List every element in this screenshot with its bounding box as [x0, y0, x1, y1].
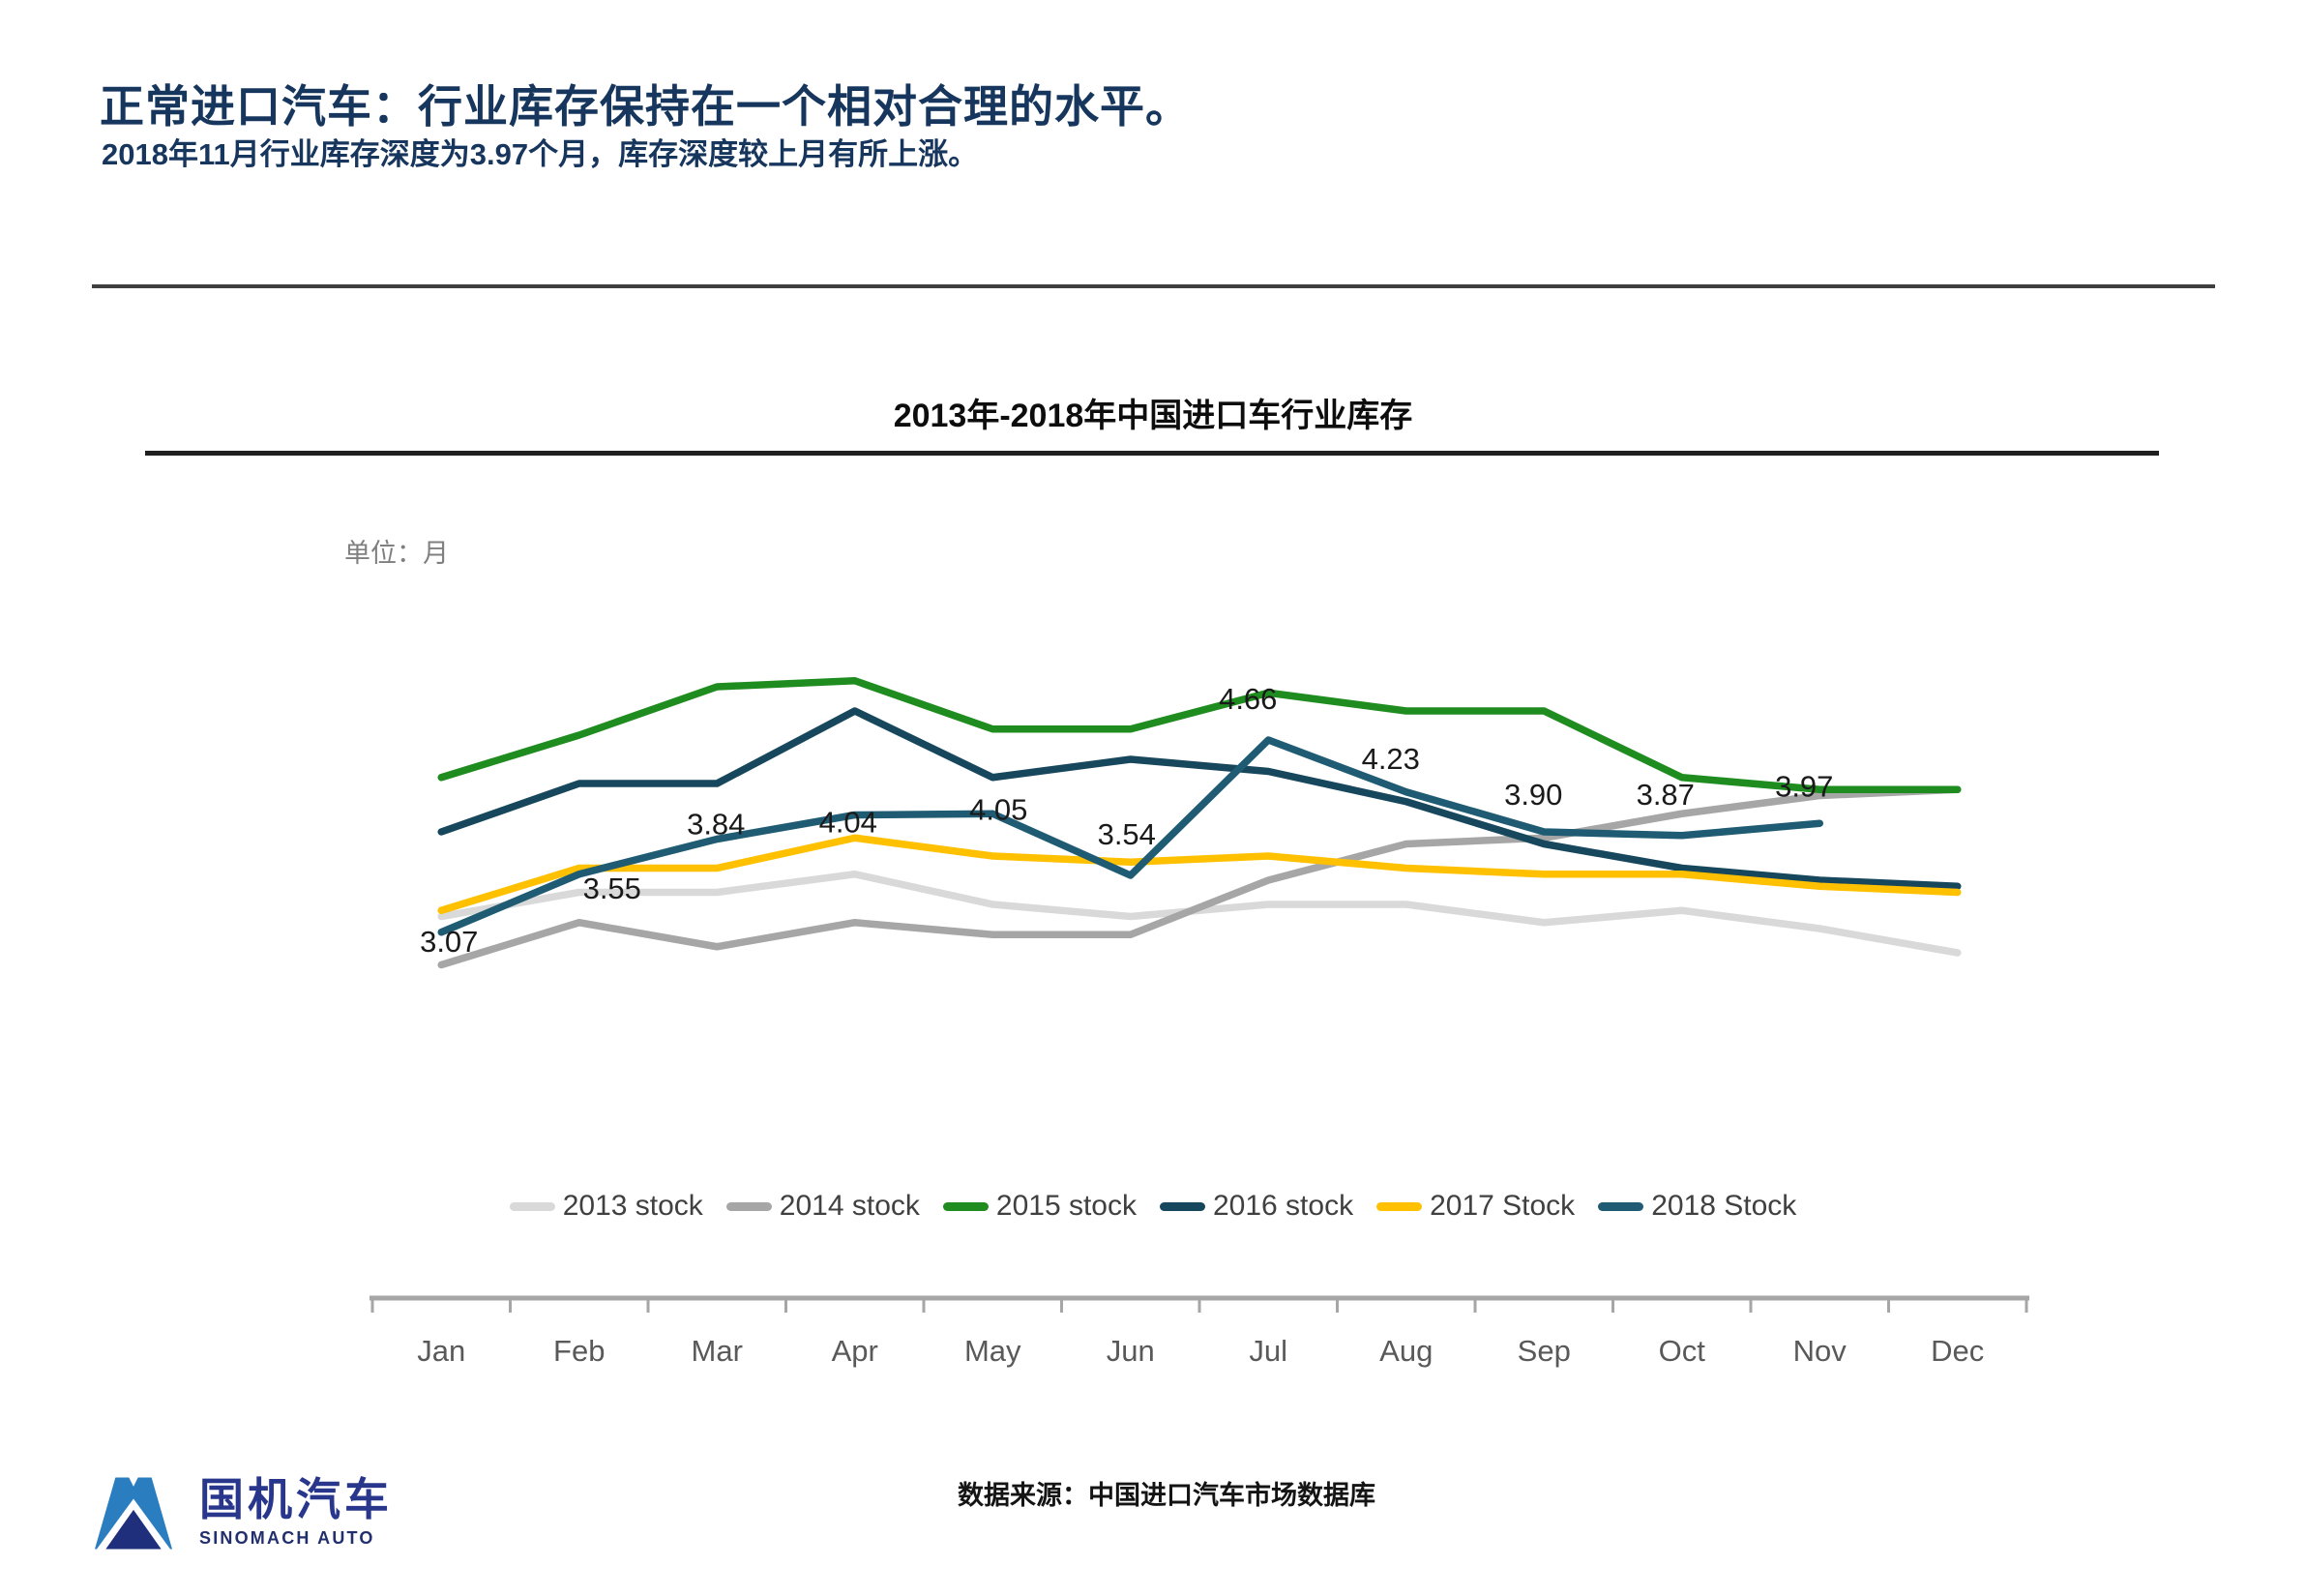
x-axis-label-dec: Dec	[1931, 1334, 1985, 1368]
legend-item-2013-stock: 2013 stock	[509, 1190, 703, 1223]
legend-swatch	[1159, 1201, 1205, 1211]
chart-title: 2013年-2018年中国进口车行业库存	[893, 398, 1413, 434]
x-axis-label-jan: Jan	[417, 1334, 466, 1368]
logo-name-cn: 国机汽车	[199, 1474, 393, 1524]
series-line-2015-stock	[437, 677, 1962, 793]
data-label: 3.87	[1637, 778, 1695, 812]
legend-label: 2014 stock	[779, 1190, 920, 1222]
legend-swatch	[1376, 1201, 1423, 1211]
data-label: 3.54	[1098, 817, 1156, 851]
legend-item-2016-stock: 2016 stock	[1159, 1190, 1354, 1223]
series-line-2016-stock	[437, 707, 1962, 890]
unit-label: 单位：月	[344, 539, 449, 569]
chart-legend: 2013 stock 2014 stock 2015 stock 2016 stock…	[0, 1190, 2306, 1223]
legend-item-2015-stock: 2015 stock	[942, 1190, 1137, 1223]
chart-title-underline	[145, 451, 2159, 456]
series-line-2017-stock	[437, 834, 1962, 914]
x-axis-label-oct: Oct	[1658, 1334, 1705, 1368]
data-label: 4.04	[819, 806, 877, 840]
data-label: 4.66	[1219, 682, 1277, 716]
data-label: 3.55	[583, 872, 641, 905]
data-label: 4.05	[969, 792, 1027, 826]
data-label: 3.97	[1775, 769, 1833, 803]
legend-label: 2013 stock	[562, 1190, 703, 1222]
legend-item-2014-stock: 2014 stock	[725, 1190, 920, 1223]
x-axis	[370, 1295, 2029, 1313]
legend-swatch	[1598, 1201, 1644, 1211]
x-axis-label-may: May	[963, 1334, 1021, 1368]
x-axis-label-feb: Feb	[553, 1334, 606, 1368]
chart-series-lines	[437, 677, 1962, 969]
chart-data-labels: 3.07 3.55 3.84 4.04 4.05 3.54 4.66 4.23 3.90 3.87…	[420, 682, 1833, 959]
series-line-2014-stock	[437, 785, 1962, 969]
legend-label: 2015 stock	[995, 1190, 1137, 1222]
logo-name-en: SINOMACH AUTO	[199, 1528, 375, 1548]
legend-swatch	[725, 1201, 772, 1211]
sinomach-logo: 国机汽车 SINOMACH AUTO	[85, 1463, 393, 1559]
legend-item-2018-stock: 2018 Stock	[1598, 1190, 1796, 1223]
series-line-2018-stock	[437, 736, 1823, 936]
x-axis-label-sep: Sep	[1517, 1334, 1571, 1368]
page-subtitle: 2018年11月行业库存深度为3.97个月，库存深度较上月有所上涨。	[102, 137, 979, 171]
data-label: 3.90	[1504, 778, 1562, 812]
x-axis-label-jun: Jun	[1106, 1334, 1155, 1368]
x-axis-label-aug: Aug	[1379, 1334, 1434, 1368]
legend-swatch	[942, 1201, 989, 1211]
legend-item-2017-stock: 2017 Stock	[1376, 1190, 1575, 1223]
legend-label: 2016 stock	[1212, 1190, 1354, 1222]
legend-label: 2017 Stock	[1430, 1190, 1576, 1222]
x-axis-labels: Jan Feb Mar Apr May Jun Jul Aug Sep Oct Nov Dec	[372, 1333, 2026, 1370]
legend-label: 2018 Stock	[1651, 1190, 1797, 1222]
mountain-logo-icon	[85, 1463, 182, 1559]
legend-swatch	[509, 1201, 555, 1211]
data-label: 3.84	[687, 808, 745, 842]
x-axis-label-nov: Nov	[1792, 1334, 1847, 1368]
data-label: 3.07	[420, 925, 478, 959]
data-source-text: 数据来源：中国进口汽车市场数据库	[958, 1481, 1375, 1510]
data-label: 4.23	[1362, 742, 1420, 776]
x-axis-label-mar: Mar	[691, 1334, 743, 1368]
x-axis-label-apr: Apr	[831, 1334, 878, 1368]
x-axis-label-jul: Jul	[1249, 1334, 1288, 1368]
header-divider	[92, 284, 2215, 288]
page-title: 正常进口汽车：行业库存保持在一个相对合理的水平。	[100, 81, 1191, 132]
